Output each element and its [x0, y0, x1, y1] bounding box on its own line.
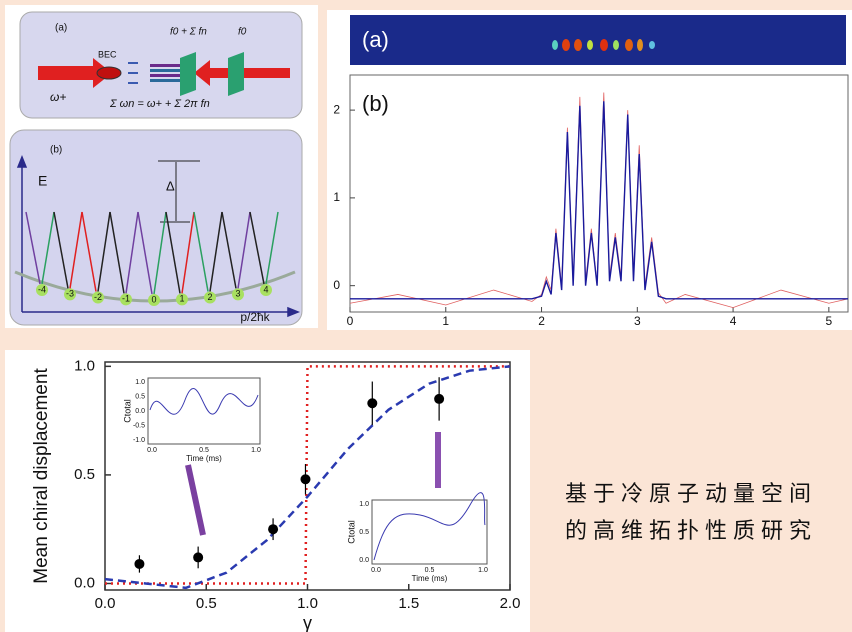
inset-y-tick-label: 0.5: [359, 529, 369, 536]
omega-label: ω+: [50, 90, 66, 104]
state-label: 2: [207, 292, 212, 302]
page: (a) BEC ω+ f0 + Σ fn f0 Σ ωn = ω+ + Σ 2π…: [0, 0, 852, 632]
state-label: -4: [38, 284, 46, 294]
y-tick-label: 0.0: [74, 574, 95, 591]
inset-y-tick-label: -1.0: [133, 437, 145, 444]
x-axis-label: γ: [303, 613, 312, 632]
formula: Σ ωn = ω+ + Σ 2π fn: [109, 98, 210, 110]
data-point: [367, 398, 377, 408]
state-label: 3: [235, 289, 240, 299]
data-point: [434, 394, 444, 404]
data-point: [300, 474, 310, 484]
inset-y-tick-label: -0.5: [133, 422, 145, 429]
inset-y-tick-label: 0.5: [135, 393, 145, 400]
aom-2: [228, 52, 244, 96]
inset-x-tick-label: 0.5: [199, 447, 209, 454]
data-point: [134, 559, 144, 569]
state-label: -3: [66, 289, 74, 299]
inset-x-label: Time (ms): [412, 574, 448, 583]
x-tick-label: 0.5: [196, 595, 217, 612]
state-label: -1: [122, 294, 130, 304]
x-tick-label: 1.0: [297, 595, 318, 612]
state-label: 0: [151, 294, 156, 304]
data-point: [193, 552, 203, 562]
inset-x-tick-label: 0.0: [147, 447, 157, 454]
inset-y-tick-label: 0.0: [359, 557, 369, 564]
inset-x-tick-label: 1.0: [251, 447, 261, 454]
state-label: 4: [263, 284, 268, 294]
x-tick-label: 2.0: [500, 595, 521, 612]
atom-clouds: [552, 39, 655, 51]
aom-1: [180, 52, 196, 96]
y-tick-label: 0.5: [74, 466, 95, 483]
x-tick-label: 1.5: [398, 595, 419, 612]
inset-y-label: Ctotal: [346, 520, 356, 544]
formula: f0 + Σ fn: [170, 27, 207, 38]
inset-y-tick-label: 1.0: [135, 379, 145, 386]
panel-label: (b): [50, 145, 62, 156]
caption: 基于冷原子动量空间: [565, 481, 817, 506]
inset-frame: [372, 500, 487, 564]
inset-y-tick-label: 1.0: [359, 501, 369, 508]
inset-x-tick-label: 0.5: [425, 567, 435, 574]
panel-label: (a): [55, 23, 67, 34]
absorption-image: [350, 15, 846, 65]
inset-y-label: Ctotal: [122, 399, 132, 423]
caption: 的高维拓扑性质研究: [565, 518, 817, 543]
x-tick-label: 0.0: [95, 595, 116, 612]
formula: f0: [238, 27, 247, 38]
inset-x-label: Time (ms): [186, 454, 222, 463]
y-tick-label: 1.0: [74, 357, 95, 374]
x-tick-label: 4: [730, 314, 737, 328]
y-tick-label: 0: [333, 278, 340, 292]
x-tick-label: 1: [442, 314, 449, 328]
y-tick-label: 1: [333, 190, 340, 204]
inset-x-tick-label: 0.0: [371, 567, 381, 574]
x-tick-label: 5: [826, 314, 833, 328]
data-point: [268, 524, 278, 534]
bec-cloud: [97, 67, 121, 79]
gap-label: Δ: [166, 178, 175, 193]
inset-frame: [148, 378, 260, 444]
panel-label: (b): [362, 91, 389, 116]
x-tick-label: 2: [538, 314, 545, 328]
state-label: 1: [179, 294, 184, 304]
bec-label: BEC: [98, 49, 117, 59]
x-tick-label: 3: [634, 314, 641, 328]
panel-label: (a): [362, 27, 389, 52]
inset-x-tick-label: 1.0: [478, 567, 488, 574]
axis-label: E: [38, 173, 47, 189]
y-tick-label: 2: [333, 102, 340, 116]
x-tick-label: 0: [347, 314, 354, 328]
inset-y-tick-label: 0.0: [135, 408, 145, 415]
state-label: -2: [94, 292, 102, 302]
y-axis-label: Mean chiral displacement: [31, 368, 52, 584]
